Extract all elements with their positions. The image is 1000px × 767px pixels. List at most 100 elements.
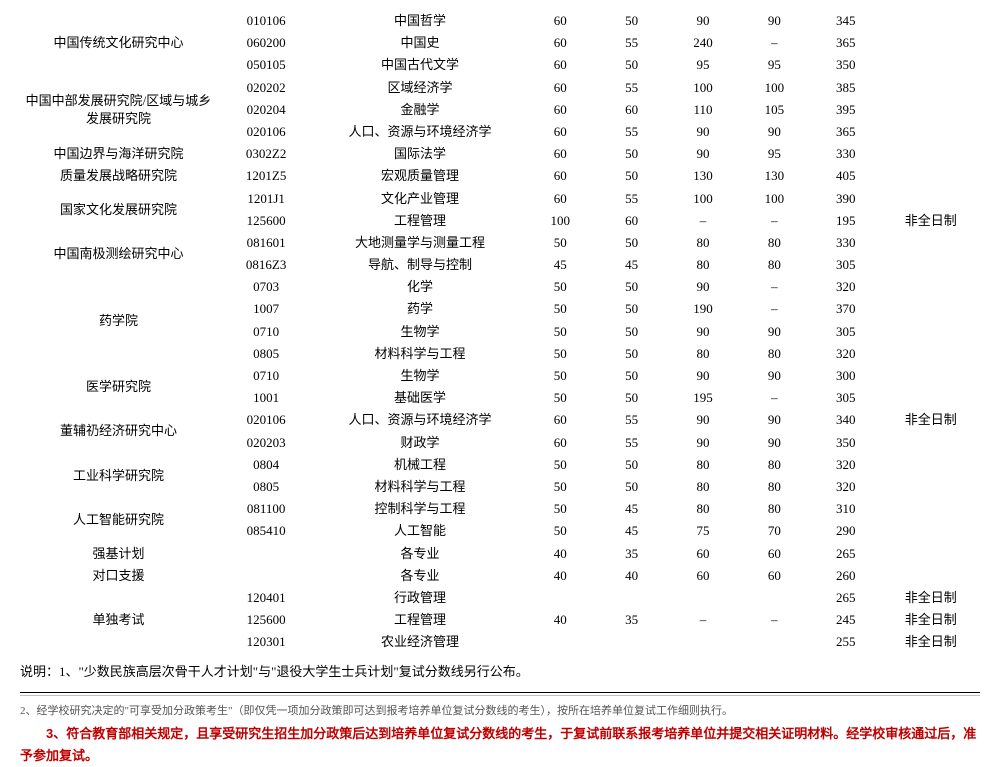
- cell-s4: 80: [739, 254, 810, 276]
- cell-s3: 80: [667, 343, 738, 365]
- cell-note: [881, 454, 980, 476]
- cell-s3: 60: [667, 565, 738, 587]
- cell-s3: –: [667, 210, 738, 232]
- cell-s4: [739, 587, 810, 609]
- cell-note: [881, 476, 980, 498]
- cell-major: 中国哲学: [315, 10, 524, 32]
- cell-s4: –: [739, 210, 810, 232]
- cell-s2: 50: [596, 165, 667, 187]
- cell-s4: –: [739, 276, 810, 298]
- cell-code: 0805: [217, 476, 315, 498]
- cell-s5: 255: [810, 631, 881, 653]
- cell-code: 125600: [217, 609, 315, 631]
- cell-note: [881, 298, 980, 320]
- cell-s2: 55: [596, 77, 667, 99]
- cell-major: 生物学: [315, 365, 524, 387]
- cell-s2: 50: [596, 232, 667, 254]
- cell-code: 0703: [217, 276, 315, 298]
- cell-dept: 单独考试: [20, 587, 217, 654]
- cell-s4: 90: [739, 409, 810, 431]
- table-row: 中国南极测绘研究中心081601大地测量学与测量工程50508080330: [20, 232, 980, 254]
- cell-s3: 240: [667, 32, 738, 54]
- cell-note: [881, 543, 980, 565]
- cell-s5: 330: [810, 232, 881, 254]
- cell-s1: 50: [525, 276, 596, 298]
- cell-code: 010106: [217, 10, 315, 32]
- cell-note: [881, 365, 980, 387]
- cell-s3: 80: [667, 476, 738, 498]
- cell-code: 020202: [217, 77, 315, 99]
- cell-s5: 305: [810, 387, 881, 409]
- cell-major: 机械工程: [315, 454, 524, 476]
- cell-s2: 55: [596, 188, 667, 210]
- table-row: 国家文化发展研究院1201J1文化产业管理6055100100390: [20, 188, 980, 210]
- cell-major: 材料科学与工程: [315, 343, 524, 365]
- cell-major: 各专业: [315, 543, 524, 565]
- cell-s1: 60: [525, 143, 596, 165]
- table-row: 中国传统文化研究中心010106中国哲学60509090345: [20, 10, 980, 32]
- cell-s1: 50: [525, 321, 596, 343]
- cell-s2: 50: [596, 365, 667, 387]
- cell-s4: 100: [739, 188, 810, 210]
- cell-s2: 40: [596, 565, 667, 587]
- cell-dept: 工业科学研究院: [20, 454, 217, 498]
- cell-s3: –: [667, 609, 738, 631]
- cell-major: 国际法学: [315, 143, 524, 165]
- cell-note: [881, 432, 980, 454]
- cell-dept: 人工智能研究院: [20, 498, 217, 542]
- cell-code: [217, 565, 315, 587]
- cell-s5: 320: [810, 476, 881, 498]
- cell-s1: 50: [525, 520, 596, 542]
- cell-dept: 国家文化发展研究院: [20, 188, 217, 232]
- cell-s4: 70: [739, 520, 810, 542]
- cell-s2: 50: [596, 298, 667, 320]
- cell-s3: [667, 587, 738, 609]
- cell-s1: 45: [525, 254, 596, 276]
- cell-s1: 50: [525, 498, 596, 520]
- cell-s5: 365: [810, 121, 881, 143]
- scores-table-body: 中国传统文化研究中心010106中国哲学60509090345060200中国史…: [20, 10, 980, 653]
- cell-s1: 60: [525, 32, 596, 54]
- cell-code: 0805: [217, 343, 315, 365]
- table-row: 对口支援各专业40406060260: [20, 565, 980, 587]
- cell-major: 中国史: [315, 32, 524, 54]
- cell-s5: 300: [810, 365, 881, 387]
- cell-s4: 90: [739, 365, 810, 387]
- cell-s4: 105: [739, 99, 810, 121]
- cell-s4: 80: [739, 454, 810, 476]
- cell-s1: 50: [525, 387, 596, 409]
- cell-s2: 50: [596, 10, 667, 32]
- cell-s4: 60: [739, 543, 810, 565]
- cell-s5: 370: [810, 298, 881, 320]
- cell-s5: 395: [810, 99, 881, 121]
- cell-note: 非全日制: [881, 631, 980, 653]
- cell-code: 0816Z3: [217, 254, 315, 276]
- table-row: 药学院0703化学505090–320: [20, 276, 980, 298]
- cell-s3: 190: [667, 298, 738, 320]
- cell-note: [881, 143, 980, 165]
- cell-note: [881, 387, 980, 409]
- cell-dept: 质量发展战略研究院: [20, 165, 217, 187]
- cell-s5: 350: [810, 432, 881, 454]
- cell-s1: 50: [525, 476, 596, 498]
- cell-s3: 90: [667, 143, 738, 165]
- cell-s5: 195: [810, 210, 881, 232]
- cell-note: [881, 565, 980, 587]
- divider-1: [20, 692, 980, 693]
- cell-s1: 60: [525, 99, 596, 121]
- cell-s1: 40: [525, 609, 596, 631]
- cell-dept: 强基计划: [20, 543, 217, 565]
- cell-note: 非全日制: [881, 210, 980, 232]
- cell-code: 020203: [217, 432, 315, 454]
- cell-s5: 310: [810, 498, 881, 520]
- cell-major: 工程管理: [315, 210, 524, 232]
- cell-major: 生物学: [315, 321, 524, 343]
- cell-note: [881, 121, 980, 143]
- cell-s4: 130: [739, 165, 810, 187]
- cell-s3: [667, 631, 738, 653]
- cell-s5: 365: [810, 32, 881, 54]
- cell-major: 农业经济管理: [315, 631, 524, 653]
- cell-s3: 90: [667, 409, 738, 431]
- cell-note: 非全日制: [881, 587, 980, 609]
- cell-s2: 45: [596, 254, 667, 276]
